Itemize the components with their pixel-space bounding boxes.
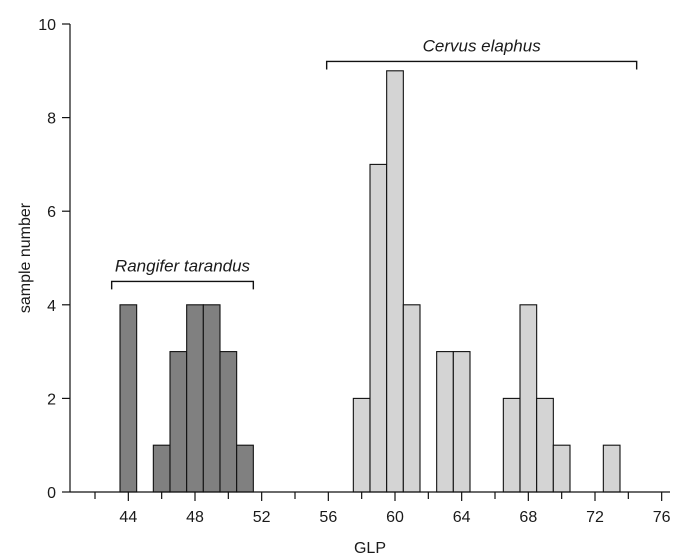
x-tick-label-4: 60 [386, 509, 404, 526]
annotation-bracket-1 [325, 60, 638, 70]
bar-1-1 [369, 163, 388, 493]
bar-1-6 [502, 397, 521, 493]
bar-1-10 [602, 444, 621, 493]
x-tick-label-1: 48 [186, 509, 204, 526]
x-axis-title: GLP [354, 540, 386, 557]
y-tick-label-4: 8 [47, 111, 56, 128]
x-tick-label-7: 72 [586, 509, 604, 526]
x-tick-label-2: 52 [253, 509, 271, 526]
bar-0-6 [236, 444, 254, 493]
bar-0-0 [119, 304, 138, 493]
y-tick-label-2: 4 [47, 298, 56, 315]
x-tick-label-5: 64 [453, 509, 471, 526]
annotation-label-0: Rangifer tarandus [115, 256, 251, 275]
bar-0-2 [169, 351, 188, 493]
bar-1-7 [519, 304, 538, 493]
bars-layer [119, 70, 621, 493]
bar-1-9 [552, 444, 571, 493]
x-tick-label-6: 68 [519, 509, 537, 526]
annotation-label-1: Cervus elaphus [423, 36, 542, 55]
x-tick-label-8: 76 [653, 509, 671, 526]
bar-0-5 [219, 351, 238, 493]
bar-0-1 [152, 444, 171, 493]
y-tick-label-0: 0 [47, 485, 56, 502]
bar-1-0 [352, 397, 371, 493]
bar-0-4 [202, 304, 221, 493]
bar-1-4 [436, 351, 454, 493]
annotations-layer: Rangifer tarandus Cervus elaphus [110, 36, 638, 290]
y-tick-label-5: 10 [38, 17, 56, 34]
y-axis-title: sample number [17, 202, 34, 313]
x-tick-label-0: 44 [119, 509, 137, 526]
bar-1-5 [452, 351, 471, 493]
y-tick-label-3: 6 [47, 204, 56, 221]
annotation-bracket-0 [110, 280, 255, 290]
x-tick-label-3: 56 [319, 509, 337, 526]
bar-1-2 [386, 70, 404, 493]
bar-0-3 [186, 304, 204, 493]
y-tick-label-1: 2 [47, 391, 56, 408]
bar-1-8 [536, 397, 554, 493]
bar-1-3 [402, 304, 421, 493]
